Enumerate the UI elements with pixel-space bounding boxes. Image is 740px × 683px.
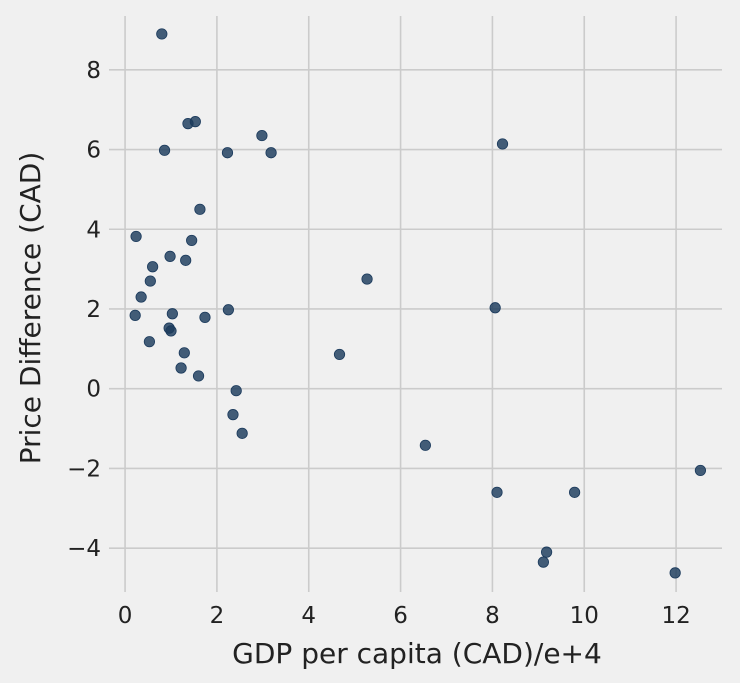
y-tick-label: 8	[86, 58, 101, 84]
y-tick-label: −2	[67, 456, 101, 482]
data-point	[221, 147, 234, 159]
x-tick-label: 4	[301, 603, 316, 629]
tick-labels: 0 2 4 6 8 10 12 −4 −2 0 2 4 6 8	[67, 58, 691, 629]
y-axis-label: Price Difference (CAD)	[14, 152, 47, 465]
y-tick-label: 6	[86, 138, 101, 164]
data-point	[166, 308, 178, 320]
data-point	[489, 302, 501, 314]
data-point	[537, 556, 549, 568]
x-axis-label: GDP per capita (CAD)/e+4	[232, 637, 602, 670]
data-point	[164, 250, 176, 262]
data-point	[129, 309, 141, 321]
data-point	[230, 385, 242, 397]
x-tick-label: 10	[570, 603, 599, 629]
data-point	[192, 370, 205, 382]
x-tick-label: 8	[485, 603, 500, 629]
data-point	[178, 347, 190, 359]
data-point	[669, 567, 681, 579]
data-point	[130, 230, 142, 243]
data-point	[175, 362, 187, 374]
data-point	[694, 464, 707, 477]
data-point	[194, 203, 206, 215]
y-tick-label: 0	[86, 377, 101, 403]
data-point	[236, 427, 248, 439]
data-point	[165, 325, 177, 337]
data-points	[129, 28, 707, 579]
data-point	[333, 348, 346, 361]
data-point	[189, 116, 201, 128]
data-point	[265, 147, 277, 159]
data-point	[199, 311, 211, 323]
x-tick-label: 2	[210, 603, 225, 629]
y-tick-label: −4	[67, 536, 101, 562]
data-point	[180, 254, 192, 266]
x-tick-label: 0	[118, 603, 133, 629]
data-point	[361, 273, 373, 285]
data-point	[227, 409, 239, 421]
y-tick-label: 4	[86, 217, 101, 243]
x-tick-label: 12	[661, 603, 690, 629]
data-point	[156, 28, 168, 40]
data-point	[256, 129, 268, 142]
data-point	[540, 546, 553, 558]
data-point	[496, 138, 509, 150]
data-point	[135, 291, 147, 303]
x-tick-label: 6	[393, 603, 408, 629]
y-tick-label: 2	[86, 297, 101, 323]
data-point	[222, 304, 234, 316]
data-point	[491, 486, 503, 498]
data-point	[144, 275, 156, 287]
data-point	[147, 261, 159, 273]
data-point	[186, 234, 198, 247]
data-point	[158, 144, 171, 156]
data-point	[143, 336, 156, 348]
data-point	[419, 439, 431, 451]
data-point	[569, 486, 581, 498]
